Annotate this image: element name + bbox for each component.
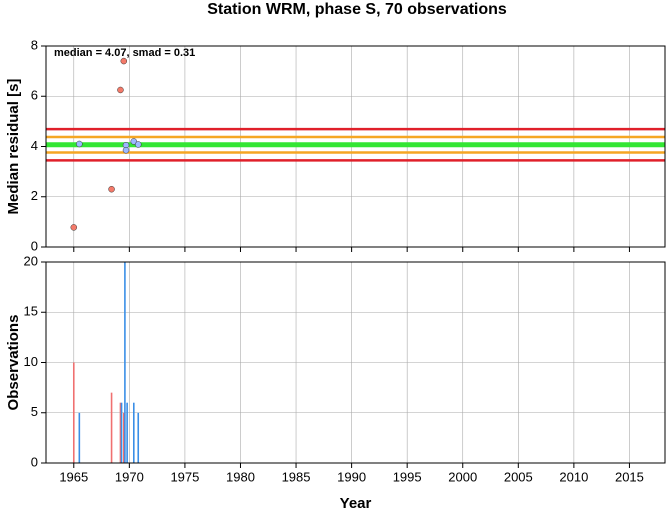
x-tick-label: 1990 [337,469,366,484]
bar [120,402,123,463]
bar [132,402,135,463]
bar [122,412,125,463]
bar [124,262,126,463]
x-axis-label: Year [340,495,372,511]
y-tick-label: 5 [31,404,38,419]
y-tick-label: 15 [24,304,38,319]
bar [137,412,140,463]
plot-frame [45,261,666,464]
y-tick-label: 0 [31,454,38,469]
x-tick-label: 1995 [393,469,422,484]
bar [72,362,75,463]
bar [126,402,128,463]
x-tick-label: 2000 [448,469,477,484]
bar [78,412,81,463]
point [108,185,115,193]
x-tick-label: 1980 [226,469,255,484]
x-tick-label: 1965 [59,469,88,484]
x-tick-label: 2005 [504,469,533,484]
point [76,140,83,148]
annotation: median = 4.07, smad = 0.31 [54,47,195,59]
x-tick-label: 2010 [559,469,588,484]
y-tick-label: 8 [31,37,38,52]
y-tick-label: 4 [31,138,38,153]
x-tick-label: 1985 [282,469,311,484]
point [134,141,142,148]
x-tick-label: 1970 [115,469,144,484]
y-tick-label: 6 [31,88,38,103]
y-axis-label: Observations [5,315,22,411]
y-tick-label: 10 [24,354,38,369]
x-tick-label: 1975 [170,469,199,484]
point [70,224,78,231]
y-axis-label: Median residual [s] [5,79,22,215]
point [120,57,128,65]
y-tick-label: 0 [31,238,38,253]
bar [119,402,122,463]
y-tick-label: 20 [24,253,38,268]
point [130,138,138,145]
point [122,147,130,154]
x-tick-label: 2015 [615,469,644,484]
chart-title: Station WRM, phase S, 70 observations [207,1,507,18]
point [117,86,124,94]
y-tick-label: 2 [31,188,38,203]
bar [110,392,113,463]
plot-frame [45,45,666,248]
